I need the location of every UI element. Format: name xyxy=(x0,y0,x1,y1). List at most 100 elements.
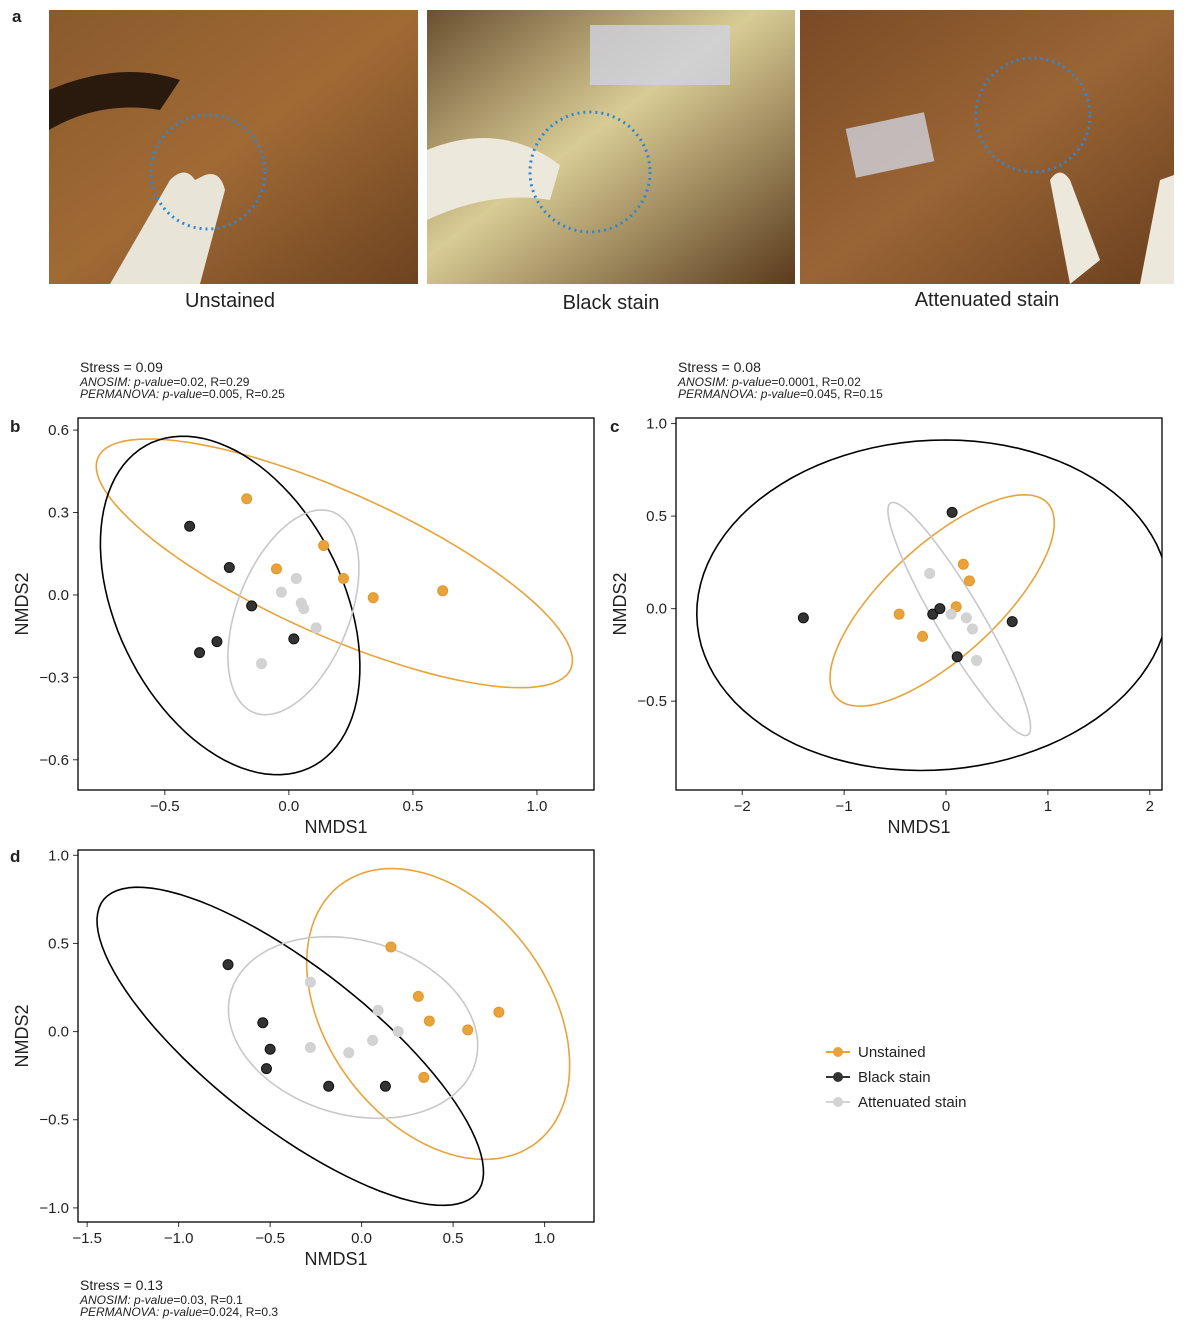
highlight-circle xyxy=(149,113,267,231)
glove xyxy=(110,172,225,284)
x-tick-label: −2 xyxy=(734,798,751,815)
stat-text: =0.005, R=0.25 xyxy=(202,387,285,401)
y-tick-label: 1.0 xyxy=(48,847,69,864)
point xyxy=(270,563,282,575)
point xyxy=(367,1034,379,1046)
stress: Stress = 0.13 xyxy=(80,1277,163,1293)
y-axis-label: NMDS2 xyxy=(12,572,32,635)
point xyxy=(1006,616,1018,628)
y-tick-label: 0.0 xyxy=(48,587,69,604)
point xyxy=(957,558,969,570)
x-tick-label: −1.5 xyxy=(72,1230,102,1247)
x-tick-label: 0.0 xyxy=(278,798,299,815)
stress: Stress = 0.09 xyxy=(80,359,163,375)
point xyxy=(343,1047,355,1059)
y-tick-label: 0.6 xyxy=(48,422,69,439)
x-axis-label: NMDS1 xyxy=(304,817,367,837)
stat-text: =0.024, R=0.3 xyxy=(202,1305,278,1319)
x-axis-label: NMDS1 xyxy=(304,1249,367,1269)
x-tick-label: 1 xyxy=(1044,798,1052,815)
legend-label: Black stain xyxy=(858,1069,931,1086)
x-tick-label: 2 xyxy=(1146,798,1154,815)
stat-line: PERMANOVA: p-value=0.045, R=0.15 xyxy=(678,387,883,401)
point xyxy=(290,572,302,584)
stat-name: PERMANOVA: p-value xyxy=(80,387,202,401)
point xyxy=(934,603,946,615)
glove xyxy=(427,138,560,220)
stat-name: PERMANOVA: p-value xyxy=(678,387,800,401)
x-tick-label: −1 xyxy=(836,798,853,815)
y-tick-label: −0.3 xyxy=(39,669,69,686)
y-tick-label: −0.5 xyxy=(637,693,667,710)
point xyxy=(924,567,936,579)
x-tick-label: 0 xyxy=(942,798,950,815)
ellipses xyxy=(96,867,571,1207)
photo-label: Black stain xyxy=(563,292,660,314)
ellipse xyxy=(305,867,571,1161)
plot-frame xyxy=(675,417,1163,791)
point xyxy=(304,976,316,988)
x-tick-label: 0.5 xyxy=(402,798,423,815)
ellipse xyxy=(227,509,360,716)
photo-shadow xyxy=(49,72,180,130)
point xyxy=(318,539,330,551)
ellipse xyxy=(99,435,361,776)
glove xyxy=(1050,172,1174,284)
point xyxy=(367,592,379,604)
photo-label: Attenuated stain xyxy=(915,289,1060,311)
ellipse xyxy=(887,501,1032,737)
x-tick-label: 0.5 xyxy=(443,1230,464,1247)
ellipse xyxy=(95,438,574,689)
x-tick-label: −0.5 xyxy=(255,1230,285,1247)
x-tick-label: −0.5 xyxy=(150,798,180,815)
point xyxy=(893,608,905,620)
stress: Stress = 0.08 xyxy=(678,359,761,375)
point xyxy=(222,959,234,971)
panel-label: d xyxy=(10,847,20,866)
point xyxy=(337,572,349,584)
point xyxy=(323,1080,335,1092)
point xyxy=(372,1004,384,1016)
point xyxy=(264,1043,276,1055)
y-tick-label: −0.6 xyxy=(39,752,69,769)
panel-label: a xyxy=(12,7,22,26)
point xyxy=(945,608,957,620)
point xyxy=(392,1026,404,1038)
photo-label: Unstained xyxy=(185,290,275,312)
highlight-circle xyxy=(974,56,1092,174)
x-tick-label: 1.0 xyxy=(534,1230,555,1247)
point xyxy=(437,585,449,597)
stat-line: PERMANOVA: p-value=0.024, R=0.3 xyxy=(80,1305,278,1319)
point xyxy=(257,1017,269,1029)
x-tick-label: −1.0 xyxy=(164,1230,194,1247)
legend-marker xyxy=(833,1047,843,1057)
y-tick-label: 0.5 xyxy=(646,508,667,525)
point xyxy=(951,651,963,663)
point xyxy=(211,636,223,648)
point xyxy=(223,561,235,573)
stat-line: ANOSIM: p-value=0.0001, R=0.02 xyxy=(677,375,861,389)
tag xyxy=(590,25,730,85)
point xyxy=(412,990,424,1002)
stat-name: ANOSIM: p-value xyxy=(79,1293,174,1307)
y-tick-label: 0.0 xyxy=(48,1024,69,1041)
point xyxy=(260,1063,272,1075)
y-axis-label: NMDS2 xyxy=(12,1004,32,1067)
point xyxy=(462,1024,474,1036)
photo xyxy=(49,10,418,284)
highlight-circle xyxy=(528,110,652,234)
point xyxy=(385,941,397,953)
panel-label: c xyxy=(610,417,619,436)
point xyxy=(418,1071,430,1083)
stat-line: ANOSIM: p-value=0.02, R=0.29 xyxy=(79,375,250,389)
ellipse xyxy=(695,439,1162,772)
point xyxy=(298,603,310,615)
stat-text: =0.02, R=0.29 xyxy=(173,375,249,389)
stat-line: ANOSIM: p-value=0.03, R=0.1 xyxy=(79,1293,243,1307)
legend-label: Attenuated stain xyxy=(858,1094,966,1111)
photos xyxy=(49,10,1174,284)
legend-marker xyxy=(833,1072,843,1082)
plot-frame xyxy=(77,417,595,791)
point xyxy=(950,601,962,613)
